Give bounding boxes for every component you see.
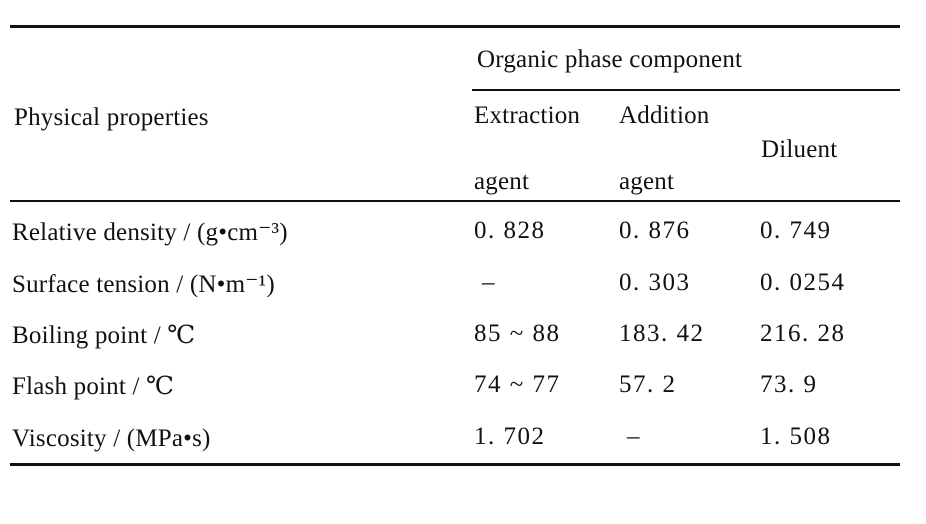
cell-value: 0. 749 bbox=[760, 217, 832, 244]
col-header-diluent: Diluent bbox=[761, 136, 838, 163]
cell-value: 1. 702 bbox=[474, 423, 546, 450]
cell-value: – bbox=[627, 423, 641, 450]
cell-value: 0. 876 bbox=[619, 217, 691, 244]
cell-value: 85 ~ 88 bbox=[474, 320, 561, 347]
col-header-extraction-line1: Extraction bbox=[474, 102, 581, 129]
row-header: Physical properties bbox=[14, 104, 209, 131]
cell-value: 183. 42 bbox=[619, 320, 705, 347]
cell-value: 1. 508 bbox=[760, 423, 832, 450]
cell-value: 0. 303 bbox=[619, 269, 691, 296]
row-label: Boiling point / ℃ bbox=[12, 322, 196, 349]
col-header-addition-line1: Addition bbox=[619, 102, 710, 129]
row-label: Surface tension / (N•m⁻¹) bbox=[12, 271, 275, 298]
cell-value: 74 ~ 77 bbox=[474, 371, 561, 398]
cell-value: – bbox=[482, 269, 496, 296]
cell-value: 0. 0254 bbox=[760, 269, 846, 296]
top-rule bbox=[10, 25, 900, 28]
cell-value: 57. 2 bbox=[619, 371, 677, 398]
group-header: Organic phase component bbox=[477, 46, 743, 73]
row-label: Relative density / (g•cm⁻³) bbox=[12, 219, 288, 246]
row-label: Viscosity / (MPa•s) bbox=[12, 425, 211, 452]
header-rule bbox=[10, 200, 900, 202]
row-label: Flash point / ℃ bbox=[12, 373, 175, 400]
group-rule bbox=[472, 89, 900, 91]
cell-value: 73. 9 bbox=[760, 371, 818, 398]
cell-value: 216. 28 bbox=[760, 320, 846, 347]
bottom-rule bbox=[10, 463, 900, 466]
cell-value: 0. 828 bbox=[474, 217, 546, 244]
col-header-extraction-line2: agent bbox=[474, 168, 530, 195]
col-header-addition-line2: agent bbox=[619, 168, 675, 195]
